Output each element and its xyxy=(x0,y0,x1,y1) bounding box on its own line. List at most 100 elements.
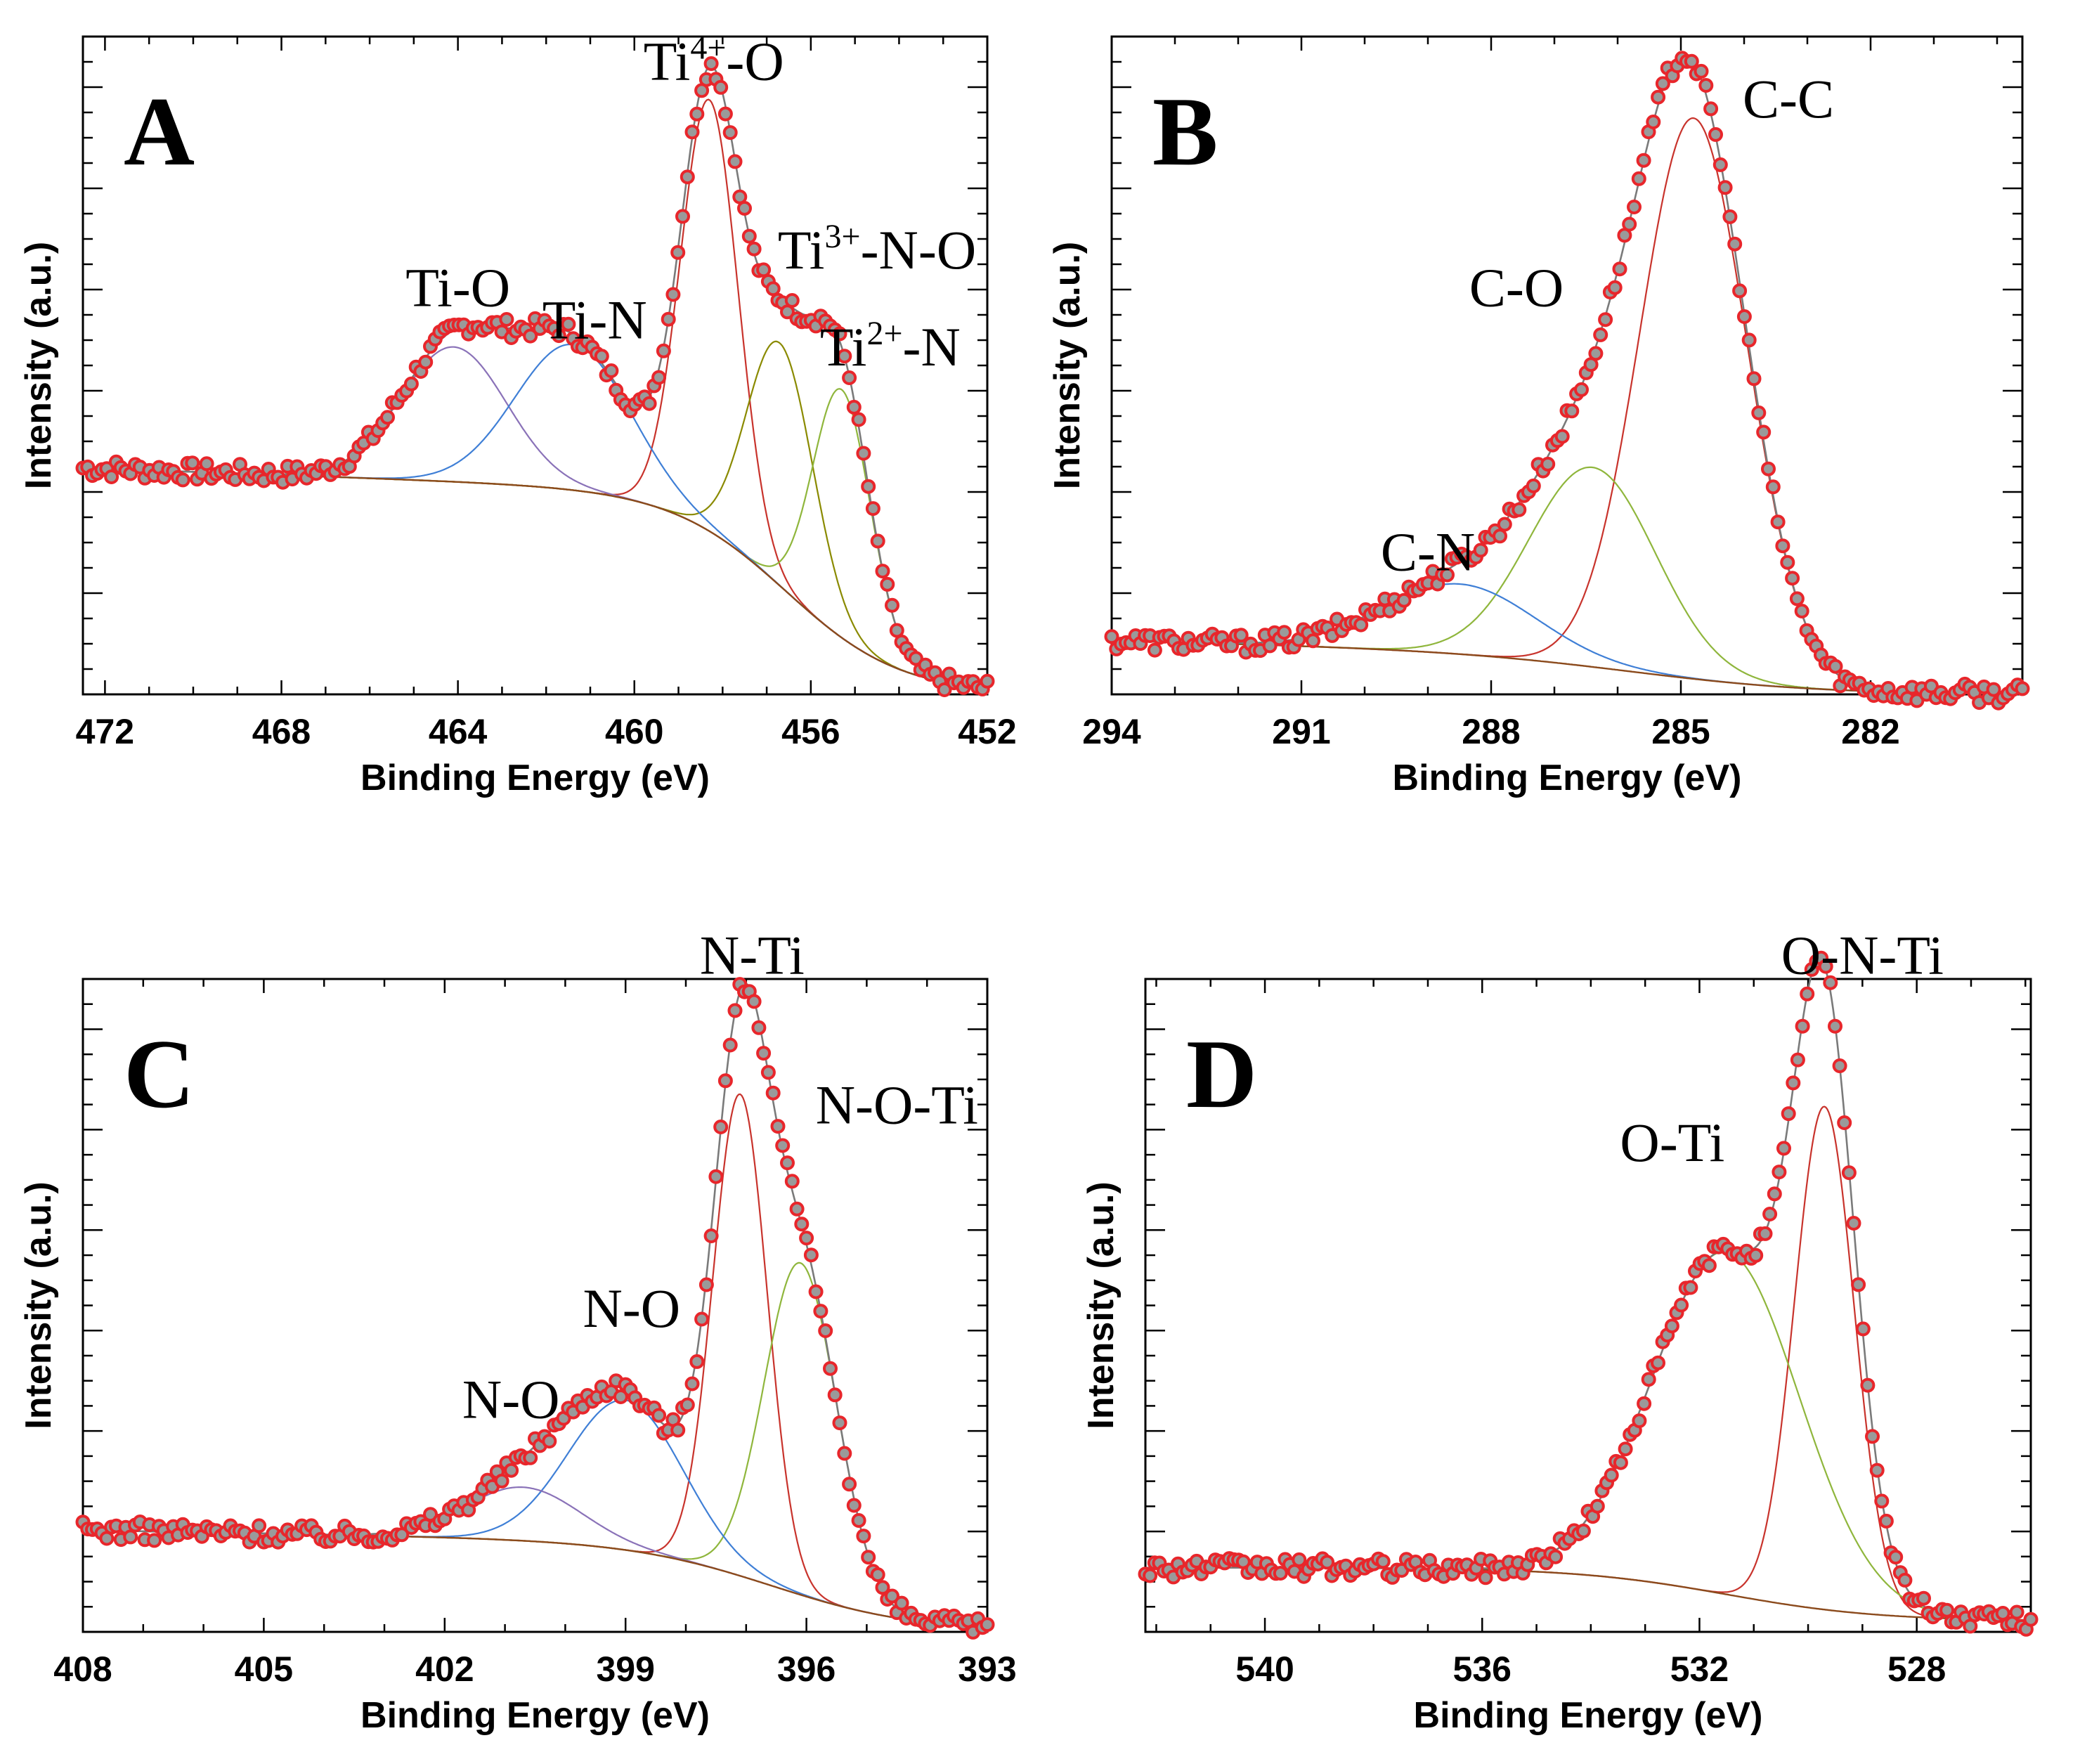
data-point xyxy=(870,1567,885,1583)
data-point xyxy=(1353,617,1369,633)
data-point xyxy=(837,349,852,364)
data-point xyxy=(1874,1493,1890,1509)
data-point xyxy=(1607,280,1623,295)
data-point xyxy=(1781,1106,1796,1122)
data-point xyxy=(1741,332,1757,348)
data-point xyxy=(1627,200,1642,214)
data-point xyxy=(1604,1467,1619,1483)
data-point xyxy=(851,412,866,427)
panel-D: 540 536 532 528 Binding Energy (eV) Intensity… xyxy=(1081,924,2039,1736)
data-point xyxy=(856,1529,871,1544)
peak-label: C-C xyxy=(1743,68,1834,129)
data-point xyxy=(980,1617,995,1633)
data-point xyxy=(980,673,995,689)
data-point xyxy=(1651,1355,1665,1370)
x-tick-label: 294 xyxy=(1082,712,1141,751)
data-point xyxy=(832,1415,847,1431)
data-point xyxy=(199,456,214,472)
data-point xyxy=(784,293,800,308)
peak-label: Ti3+-N-O xyxy=(778,218,976,280)
panel-label: D xyxy=(1186,1020,1257,1129)
data-point xyxy=(1320,1555,1335,1570)
data-point xyxy=(885,1588,899,1604)
data-point xyxy=(1846,1216,1861,1231)
data-point xyxy=(832,326,847,342)
data-point xyxy=(651,1408,667,1423)
background-curve xyxy=(82,1529,988,1628)
data-point xyxy=(1916,1590,1931,1606)
data-point xyxy=(1727,236,1743,252)
data-point xyxy=(1396,592,1412,608)
data-point xyxy=(1756,424,1772,440)
peak-label: N-O xyxy=(583,1278,680,1339)
data-point xyxy=(1655,76,1670,91)
data-point xyxy=(703,1228,719,1243)
data-point xyxy=(661,311,676,327)
data-point xyxy=(523,1450,538,1465)
data-point xyxy=(1548,1549,1564,1564)
data-point xyxy=(1613,1455,1628,1470)
data-point xyxy=(1897,1572,1913,1588)
data-point xyxy=(1762,1207,1778,1221)
data-point xyxy=(765,281,781,297)
data-point xyxy=(1786,1075,1801,1091)
data-point xyxy=(542,1434,557,1449)
data-point xyxy=(1651,89,1666,105)
component-ti-o xyxy=(83,346,988,689)
data-point xyxy=(875,564,890,579)
data-point xyxy=(1986,682,2001,697)
x-tick-label: 405 xyxy=(235,1649,293,1689)
x-tick-label: 399 xyxy=(596,1649,654,1689)
data-point xyxy=(1800,986,1815,1001)
data-point xyxy=(1637,1396,1652,1411)
y-axis-title: Intensity (a.u.) xyxy=(18,1181,59,1429)
data-point xyxy=(827,1387,843,1403)
data-point xyxy=(1703,101,1719,117)
data-point xyxy=(784,1174,800,1189)
data-point xyxy=(684,1376,700,1392)
data-point xyxy=(1751,405,1767,420)
data-point xyxy=(875,1580,890,1595)
data-point xyxy=(561,316,576,332)
x-tick-label: 288 xyxy=(1462,712,1520,751)
x-tick-label: 536 xyxy=(1453,1649,1512,1689)
data-point xyxy=(613,1389,628,1404)
data-point xyxy=(894,1595,909,1611)
data-point xyxy=(499,312,514,327)
data-point xyxy=(665,287,681,302)
data-point xyxy=(1732,283,1748,299)
data-point xyxy=(689,106,705,122)
data-point xyxy=(1837,1115,1852,1130)
data-point xyxy=(523,328,538,344)
data-point xyxy=(642,396,657,411)
data-point xyxy=(737,200,752,216)
data-point xyxy=(1851,1277,1866,1292)
data-point xyxy=(1939,1602,1955,1618)
data-point xyxy=(1612,261,1627,277)
data-point xyxy=(1772,1165,1787,1180)
x-tick-label: 460 xyxy=(605,712,663,751)
x-axis-title: Binding Energy (eV) xyxy=(360,1695,710,1736)
data-point xyxy=(670,1422,686,1438)
x-tick-label: 472 xyxy=(76,712,134,751)
data-point xyxy=(1794,604,1809,618)
data-point xyxy=(1375,1554,1391,1569)
data-point xyxy=(1618,1441,1633,1457)
data-point xyxy=(1588,346,1604,361)
data-point xyxy=(794,1217,810,1232)
data-point xyxy=(1497,517,1512,532)
data-point xyxy=(1540,456,1556,472)
data-point xyxy=(1104,629,1119,644)
data-point xyxy=(1526,478,1541,493)
data-point xyxy=(1440,567,1455,583)
data-point xyxy=(861,1550,876,1565)
peak-label: O-N-Ti xyxy=(1781,924,1944,985)
data-point xyxy=(808,1284,824,1299)
data-point xyxy=(694,1311,710,1327)
data-point xyxy=(775,1138,791,1153)
panel-A: 472 468 464 460 456 452 Binding Energy (eV) Int… xyxy=(18,29,1017,798)
data-point xyxy=(1722,209,1738,224)
x-tick-label: 285 xyxy=(1651,712,1710,751)
data-point xyxy=(851,1513,866,1528)
